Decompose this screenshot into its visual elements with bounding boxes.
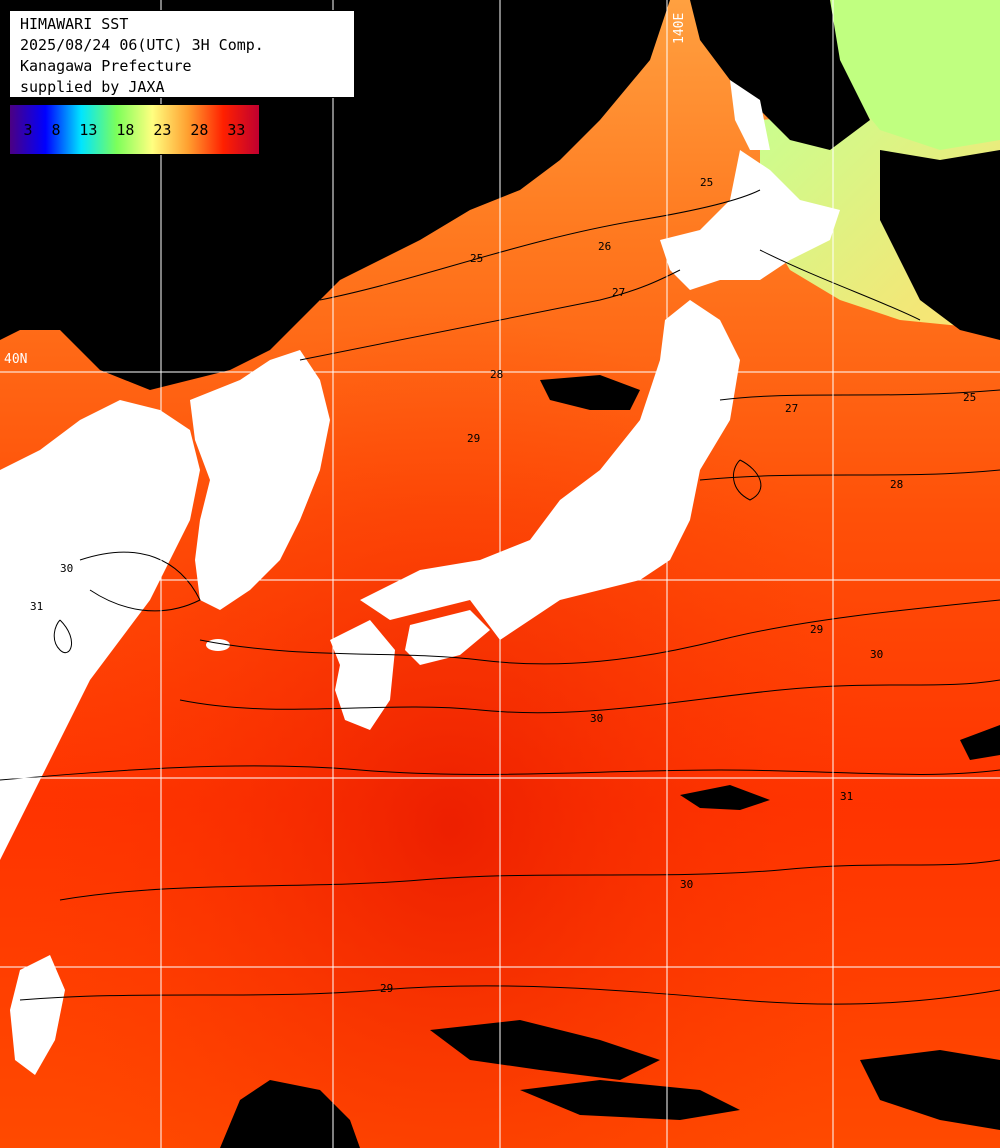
contour-label: 26 (598, 240, 611, 253)
contour-label: 25 (470, 252, 483, 265)
no-data-okhotsk (690, 0, 870, 150)
land-honshu (360, 300, 740, 640)
no-data-japan-sea (540, 375, 640, 410)
contour-label: 31 (30, 600, 43, 613)
contour-label: 27 (785, 402, 798, 415)
no-data-band (680, 785, 770, 810)
map-timestamp: 2025/08/24 06(UTC) 3H Comp. (20, 36, 264, 54)
lon-label-140e: 140E (672, 12, 687, 44)
contour-label: 29 (380, 982, 393, 995)
no-data-south-1 (220, 1080, 360, 1148)
land-shikoku (405, 610, 490, 665)
contour-label: 29 (467, 432, 480, 445)
contour-label-group: 25 26 27 28 29 30 31 27 28 29 30 30 31 3… (30, 176, 976, 1080)
legend-tick: 23 (153, 120, 172, 139)
contour-label: 25 (963, 391, 976, 404)
map-title: HIMAWARI SST (20, 15, 129, 33)
contour-label: 30 (680, 878, 693, 891)
legend-tick: 8 (51, 120, 61, 139)
no-data-southeast (860, 1050, 1000, 1130)
contour-label: 25 (700, 176, 713, 189)
land-hokkaido (660, 150, 840, 290)
lat-label-30n: 30N (4, 760, 28, 775)
land-china (0, 400, 200, 860)
contour-label: 29 (810, 623, 823, 636)
contour-label: 27 (612, 286, 625, 299)
land-korea (190, 350, 330, 610)
land-kyushu (330, 620, 395, 730)
legend-tick: 18 (116, 120, 135, 139)
legend-tick: 13 (79, 120, 98, 139)
no-data-south-2 (430, 1020, 660, 1080)
no-data-south-3 (520, 1080, 740, 1120)
no-data-east (960, 725, 1000, 760)
lat-label-40n: 40N (4, 352, 28, 367)
legend-tick: 3 (23, 120, 33, 139)
contour-label: 30 (870, 648, 883, 661)
contour-label: 31 (840, 790, 853, 803)
contour-label: 28 (490, 368, 503, 381)
map-info-box: HIMAWARI SST 2025/08/24 06(UTC) 3H Comp.… (9, 10, 355, 98)
cold-water-north (830, 0, 1000, 150)
legend-tick: 33 (227, 120, 246, 139)
contour-label: 30 (590, 712, 603, 725)
sst-color-legend: 3 8 13 18 23 28 33 (9, 104, 260, 155)
no-data-east-hokkaido (880, 150, 1000, 340)
contour-label: 30 (900, 1067, 913, 1080)
contour-lines (0, 189, 1000, 1005)
map-region: Kanagawa Prefecture (20, 57, 192, 75)
legend-tick: 28 (190, 120, 209, 139)
map-credit: supplied by JAXA (20, 78, 165, 96)
contour-label: 30 (60, 562, 73, 575)
land-taiwan (10, 955, 65, 1075)
land-sakhalin (730, 80, 770, 150)
contour-label: 28 (890, 478, 903, 491)
island-no-data (400, 130, 420, 150)
